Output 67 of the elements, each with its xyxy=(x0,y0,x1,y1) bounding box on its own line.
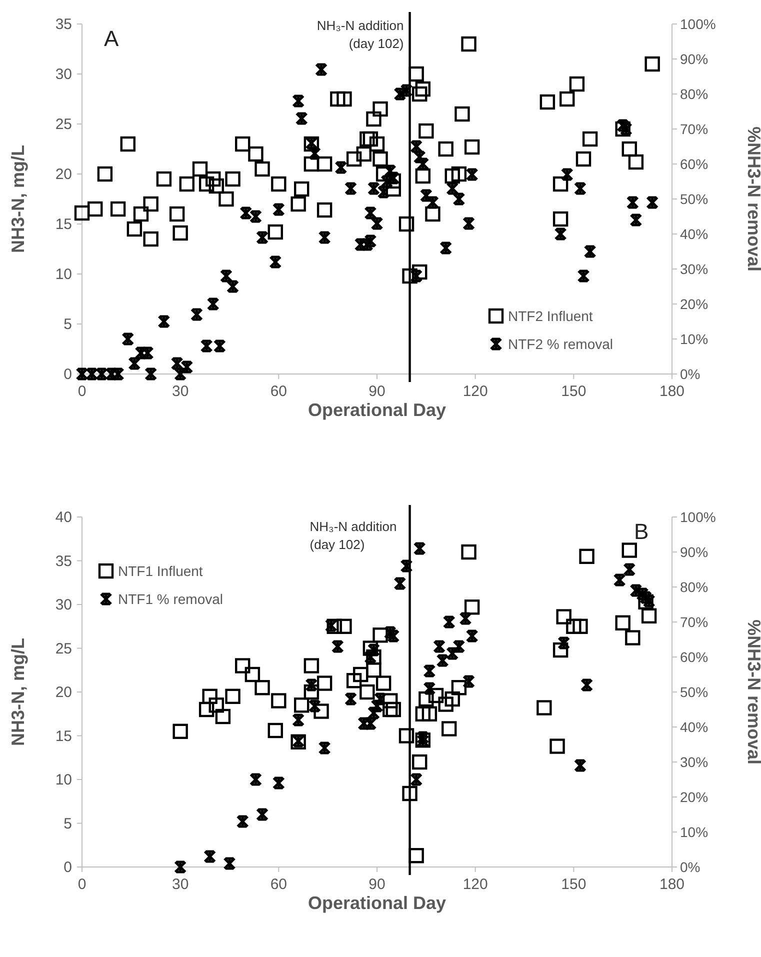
x-tick-label: 60 xyxy=(270,876,288,893)
legend-label: NTF2 % removal xyxy=(508,336,614,352)
chart-title: B xyxy=(634,519,649,544)
x-tick-label: 30 xyxy=(172,383,189,400)
x-axis-title: Operational Day xyxy=(308,893,446,913)
y2-tick-label: 40% xyxy=(680,719,708,735)
y-tick-label: 15 xyxy=(55,216,72,233)
y2-tick-label: 30% xyxy=(680,261,708,277)
y2-tick-label: 40% xyxy=(680,226,708,242)
y2-tick-label: 10% xyxy=(680,824,708,840)
ref-line-label: NH₃-N addition (day 102) xyxy=(316,18,404,51)
y-tick-label: 5 xyxy=(64,316,72,333)
y-axis-title: NH3-N, mg/L xyxy=(8,638,28,746)
y-tick-label: 30 xyxy=(55,66,72,83)
y2-tick-label: 50% xyxy=(680,684,708,700)
y2-tick-label: 50% xyxy=(680,191,708,207)
y2-tick-label: 0% xyxy=(680,366,700,382)
y2-tick-label: 80% xyxy=(680,86,708,102)
y-tick-label: 5 xyxy=(64,815,72,832)
x-axis-title: Operational Day xyxy=(308,400,446,420)
x-tick-label: 120 xyxy=(462,876,488,893)
y2-tick-label: 80% xyxy=(680,579,708,595)
x-tick-label: 90 xyxy=(368,383,386,400)
y2-tick-label: 20% xyxy=(680,789,708,805)
y2-tick-label: 90% xyxy=(680,51,708,67)
x-tick-label: 150 xyxy=(561,383,586,400)
x-tick-label: 120 xyxy=(462,383,488,400)
y-tick-label: 0 xyxy=(64,366,72,383)
legend-label: NTF1 % removal xyxy=(118,591,224,607)
y2-tick-label: 10% xyxy=(680,331,708,347)
y2-tick-label: 70% xyxy=(680,121,708,137)
y-tick-label: 25 xyxy=(55,640,72,658)
y2-axis-title: %NH3-N removal xyxy=(744,126,761,272)
x-tick-label: 180 xyxy=(659,876,685,893)
y2-tick-label: 100% xyxy=(680,16,716,32)
y-tick-label: 35 xyxy=(55,552,72,570)
legend-label: NTF1 Influent xyxy=(118,563,203,579)
y-tick-label: 40 xyxy=(55,509,72,526)
y-tick-label: 10 xyxy=(55,266,72,283)
y2-tick-label: 60% xyxy=(680,649,708,665)
ref-line-label: NH₃-N addition (day 102) xyxy=(310,519,397,552)
y-tick-label: 20 xyxy=(55,684,72,701)
y2-tick-label: 20% xyxy=(680,296,708,312)
y2-tick-label: 30% xyxy=(680,754,708,770)
y2-tick-label: 60% xyxy=(680,156,708,172)
chart-title: A xyxy=(104,26,119,51)
y2-tick-label: 0% xyxy=(680,859,700,875)
y-tick-label: 10 xyxy=(55,772,72,788)
x-tick-label: 150 xyxy=(561,876,586,893)
y-tick-label: 15 xyxy=(55,728,72,745)
x-tick-label: 30 xyxy=(172,876,189,893)
legend-label: NTF2 Influent xyxy=(508,308,593,324)
x-tick-label: 180 xyxy=(659,383,685,400)
y-tick-label: 35 xyxy=(55,16,72,33)
y-tick-label: 25 xyxy=(55,116,72,133)
y-tick-label: 0 xyxy=(64,859,72,876)
y2-tick-label: 90% xyxy=(680,544,708,560)
y-tick-label: 20 xyxy=(55,166,72,183)
x-tick-label: 90 xyxy=(368,876,386,893)
y-tick-label: 30 xyxy=(55,596,72,614)
y2-axis-title: %NH3-N removal xyxy=(744,619,761,765)
y2-tick-label: 70% xyxy=(680,614,708,630)
y-axis-title: NH3-N, mg/L xyxy=(8,144,28,253)
y2-tick-label: 100% xyxy=(680,509,716,525)
x-tick-label: 0 xyxy=(78,876,86,893)
x-tick-label: 0 xyxy=(78,383,86,400)
x-tick-label: 60 xyxy=(270,383,288,400)
